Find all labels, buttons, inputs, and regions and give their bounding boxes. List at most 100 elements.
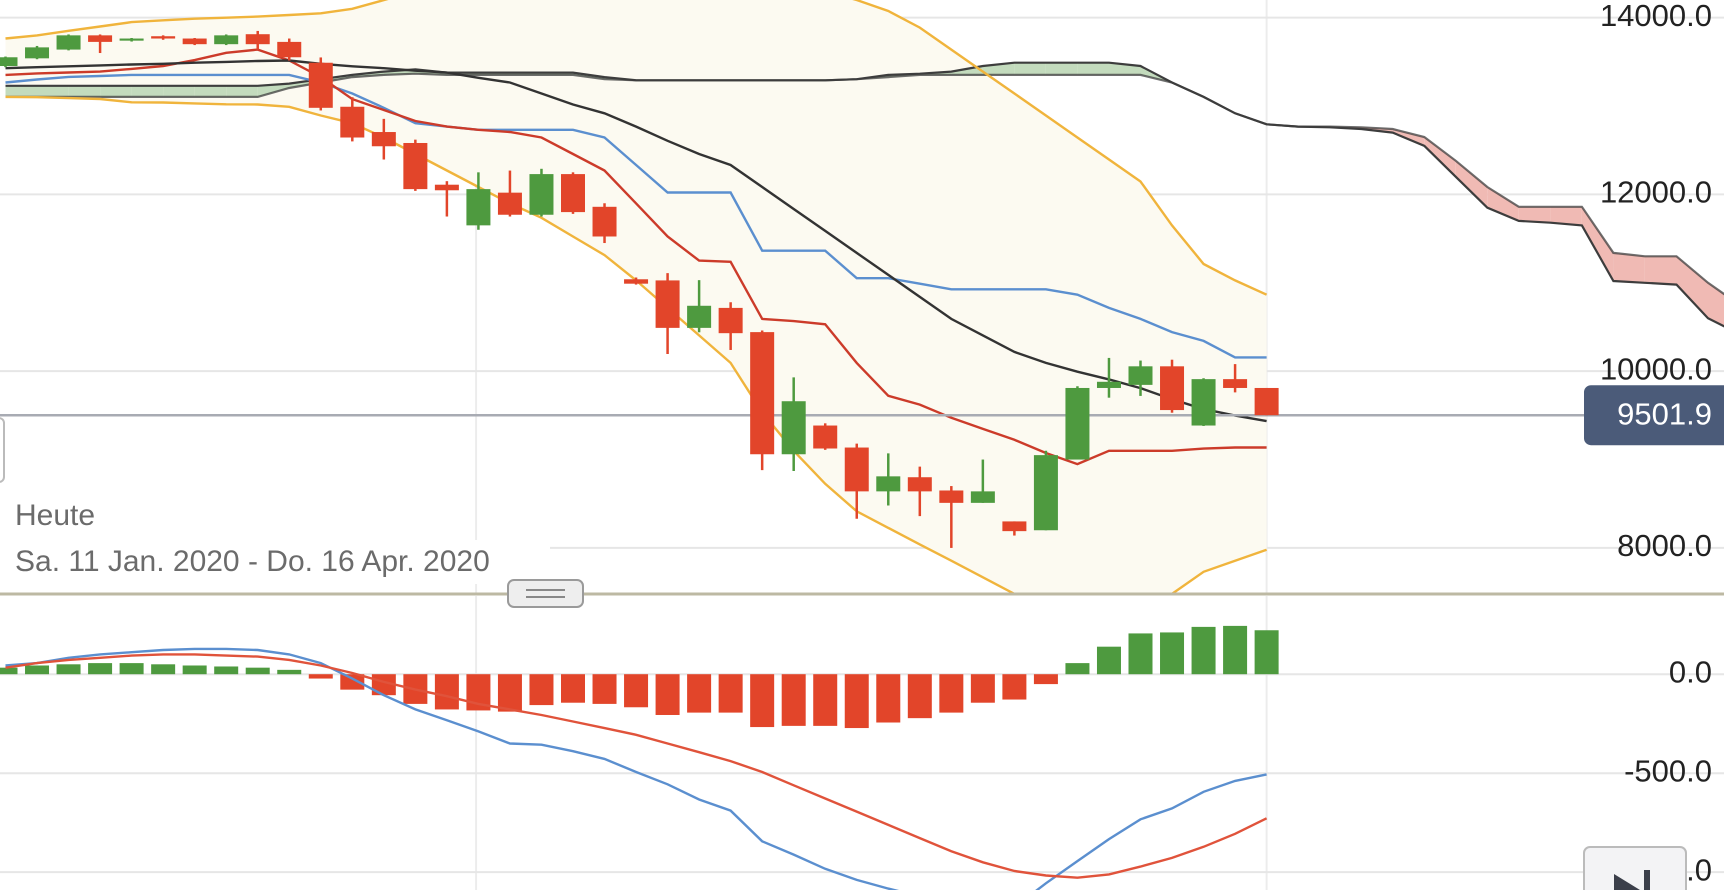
histogram-bar — [277, 669, 302, 675]
cloud-fill — [37, 85, 69, 97]
y-tick-label: 14000.0 — [1600, 0, 1712, 33]
histogram-bar — [970, 674, 995, 703]
cloud-fill — [226, 85, 258, 97]
histogram-bar — [750, 674, 775, 728]
histogram-bar — [25, 665, 50, 675]
histogram-bar — [308, 674, 333, 679]
side-tab[interactable] — [0, 417, 5, 483]
y-tick-label: 8000.0 — [1617, 528, 1712, 563]
candle-body — [245, 34, 270, 45]
resize-handle[interactable] — [507, 579, 584, 608]
histogram-bar — [1128, 633, 1153, 675]
candle-body — [718, 307, 743, 334]
cloud-fill — [1581, 206, 1614, 281]
candle-body — [25, 47, 50, 59]
candle-body — [781, 401, 806, 455]
histogram-bar — [1096, 646, 1121, 675]
price-badge — [1584, 385, 1724, 446]
y-tick-label: 10000.0 — [1600, 351, 1712, 386]
histogram-bar — [876, 674, 901, 723]
candle-body — [560, 174, 585, 213]
cloud-fill — [131, 85, 164, 97]
candle-body — [876, 476, 901, 492]
candle-body — [1128, 366, 1153, 385]
today-label: Heute — [15, 499, 95, 532]
indicator-line — [5, 0, 1268, 296]
candle-body — [687, 305, 712, 328]
histogram-bar — [340, 674, 365, 690]
date-range-bg — [0, 540, 550, 584]
candle-body — [750, 332, 775, 455]
candle-body — [1096, 381, 1121, 388]
candle-body — [970, 491, 995, 503]
histogram-bar — [88, 663, 113, 675]
cloud-fill — [1518, 206, 1551, 223]
histogram-bar — [560, 674, 585, 703]
candle-body — [624, 279, 649, 284]
histogram-bar — [182, 665, 207, 675]
cloud-fill — [1045, 62, 1078, 75]
histogram-bar — [434, 674, 459, 710]
histogram-bar — [56, 664, 81, 675]
histogram-bar — [687, 674, 712, 713]
histogram-bar — [718, 674, 743, 713]
cloud-span-b — [5, 72, 1724, 296]
indicator-line — [5, 59, 1267, 423]
date-range-label: Sa. 11 Jan. 2020 - Do. 16 Apr. 2020 — [15, 545, 490, 578]
histogram-bar — [1033, 674, 1058, 685]
histogram-bar — [939, 674, 964, 713]
histogram-bar — [781, 674, 806, 726]
candle-body — [182, 38, 207, 45]
candle-body — [907, 477, 932, 492]
histogram-bar — [907, 674, 932, 719]
histogram-bar — [1254, 630, 1279, 675]
cloud-fill — [1550, 206, 1582, 226]
histogram-bar — [624, 674, 649, 708]
histogram-bar — [119, 663, 144, 675]
candle-body — [340, 106, 365, 138]
cloud-fill — [1014, 62, 1046, 75]
histogram-bar — [1002, 674, 1027, 700]
scroll-end-button[interactable] — [1583, 846, 1687, 890]
cloud-fill — [1644, 256, 1677, 285]
histogram-bar — [151, 664, 176, 675]
candle-body — [939, 490, 964, 503]
scroll-end-icon — [1614, 870, 1650, 890]
y-tick-label: 0.0 — [1669, 654, 1712, 689]
price-badge-label: 9501.9 — [1617, 396, 1712, 431]
histogram-bar — [1160, 632, 1185, 675]
candle-body — [497, 192, 522, 215]
cloud-fill — [5, 85, 37, 97]
candle-body — [88, 35, 113, 42]
candle-body — [308, 62, 333, 108]
histogram-bar — [655, 674, 680, 715]
histogram-bar — [1223, 625, 1248, 675]
cloud-fill — [1077, 62, 1109, 75]
candle-body — [371, 132, 396, 147]
cloud-fill — [1613, 252, 1645, 283]
candle-body — [56, 35, 81, 50]
macd-line — [5, 653, 1268, 879]
candle-body — [0, 57, 18, 67]
candle-body — [434, 184, 459, 191]
cloud-fill — [1676, 256, 1708, 319]
cloud-fill — [1424, 137, 1456, 177]
candle-body — [151, 36, 176, 39]
cloud-fill — [68, 85, 101, 97]
histogram-bar — [844, 674, 869, 729]
candle-body — [592, 206, 617, 237]
price-panel — [0, 0, 1724, 593]
candle-body — [1065, 387, 1090, 460]
candle-body — [214, 35, 239, 45]
histogram-bar — [214, 666, 239, 675]
y-tick-label: 12000.0 — [1600, 175, 1712, 210]
cloud-fill — [100, 85, 132, 97]
candle-body — [844, 447, 869, 492]
candle-body — [529, 174, 554, 215]
histogram-bar — [813, 674, 838, 726]
candle-body — [466, 189, 491, 226]
candle-body — [1160, 366, 1185, 411]
